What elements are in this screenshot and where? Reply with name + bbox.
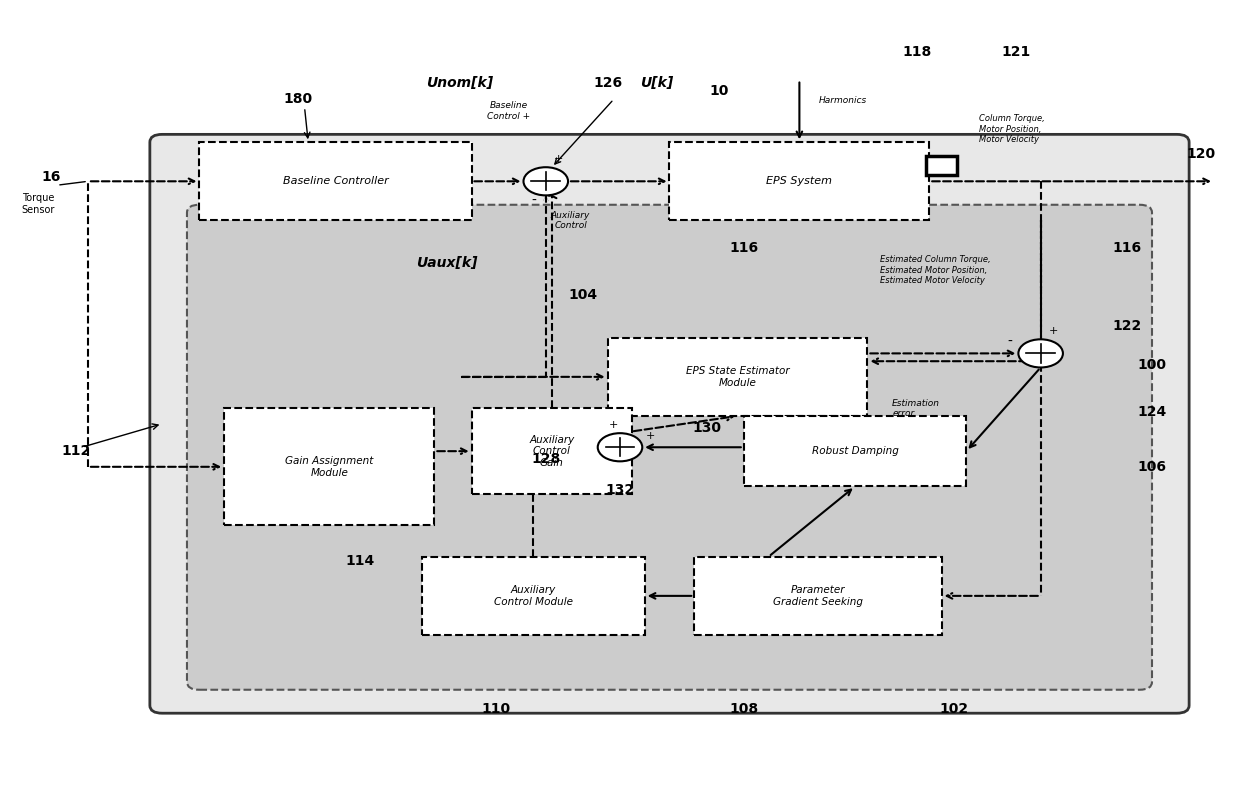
Text: 118: 118 (903, 46, 931, 59)
Text: 128: 128 (531, 452, 560, 466)
Text: Auxiliary
Control: Auxiliary Control (551, 211, 590, 230)
Text: +: + (1048, 326, 1058, 336)
Text: 132: 132 (605, 484, 635, 497)
Text: 112: 112 (61, 444, 91, 458)
Text: 10: 10 (709, 84, 729, 98)
Text: EPS State Estimator
Module: EPS State Estimator Module (686, 366, 790, 388)
Text: Robust Damping: Robust Damping (812, 446, 899, 456)
Text: Torque
Sensor: Torque Sensor (22, 193, 56, 214)
Text: 120: 120 (1187, 147, 1216, 161)
Text: 104: 104 (568, 287, 598, 301)
Text: 16: 16 (41, 170, 61, 184)
Text: Baseline
Control +: Baseline Control + (487, 101, 531, 121)
Circle shape (598, 433, 642, 462)
FancyBboxPatch shape (150, 134, 1189, 714)
Text: -: - (1007, 334, 1012, 349)
Text: +: + (646, 432, 656, 441)
Text: 100: 100 (1137, 358, 1167, 372)
Text: 126: 126 (593, 76, 622, 90)
Text: 116: 116 (1112, 241, 1142, 254)
FancyBboxPatch shape (224, 408, 434, 525)
FancyBboxPatch shape (200, 142, 471, 221)
Text: 130: 130 (692, 421, 722, 435)
Text: 106: 106 (1137, 460, 1167, 473)
FancyBboxPatch shape (471, 408, 632, 495)
Text: Harmonics: Harmonics (818, 96, 867, 105)
Text: +: + (609, 420, 619, 429)
FancyBboxPatch shape (187, 205, 1152, 690)
FancyBboxPatch shape (422, 557, 645, 635)
FancyBboxPatch shape (744, 416, 966, 487)
Text: 114: 114 (346, 553, 374, 568)
Circle shape (1018, 339, 1063, 367)
FancyBboxPatch shape (608, 338, 868, 416)
Text: Estimated Column Torque,
Estimated Motor Position,
Estimated Motor Velocity: Estimated Column Torque, Estimated Motor… (880, 255, 991, 285)
Text: 102: 102 (940, 703, 968, 716)
Text: EPS System: EPS System (766, 177, 832, 186)
Text: Estimation
error: Estimation error (893, 399, 940, 418)
FancyBboxPatch shape (926, 156, 957, 175)
Text: Baseline Controller: Baseline Controller (283, 177, 388, 186)
Text: Auxiliary
Control Module: Auxiliary Control Module (494, 585, 573, 607)
Text: 110: 110 (481, 703, 511, 716)
Text: Column Torque,
Motor Position,
Motor Velocity: Column Torque, Motor Position, Motor Vel… (978, 115, 1044, 144)
Text: 108: 108 (729, 703, 759, 716)
Text: -: - (531, 194, 536, 208)
Text: 116: 116 (729, 241, 759, 254)
Text: Unom[k]: Unom[k] (425, 76, 492, 90)
Text: Uaux[k]: Uaux[k] (417, 257, 477, 270)
Text: 124: 124 (1137, 405, 1167, 419)
Text: Gain Assignment
Module: Gain Assignment Module (285, 456, 373, 477)
Text: Auxiliary
Control
Gain: Auxiliary Control Gain (529, 435, 574, 468)
Text: +: + (553, 154, 563, 164)
Text: 180: 180 (284, 92, 312, 106)
Text: U[k]: U[k] (641, 76, 673, 90)
Circle shape (523, 167, 568, 195)
Text: Parameter
Gradient Seeking: Parameter Gradient Seeking (773, 585, 863, 607)
Text: 121: 121 (1001, 46, 1030, 59)
Text: 122: 122 (1112, 319, 1142, 333)
FancyBboxPatch shape (670, 142, 929, 221)
FancyBboxPatch shape (694, 557, 941, 635)
